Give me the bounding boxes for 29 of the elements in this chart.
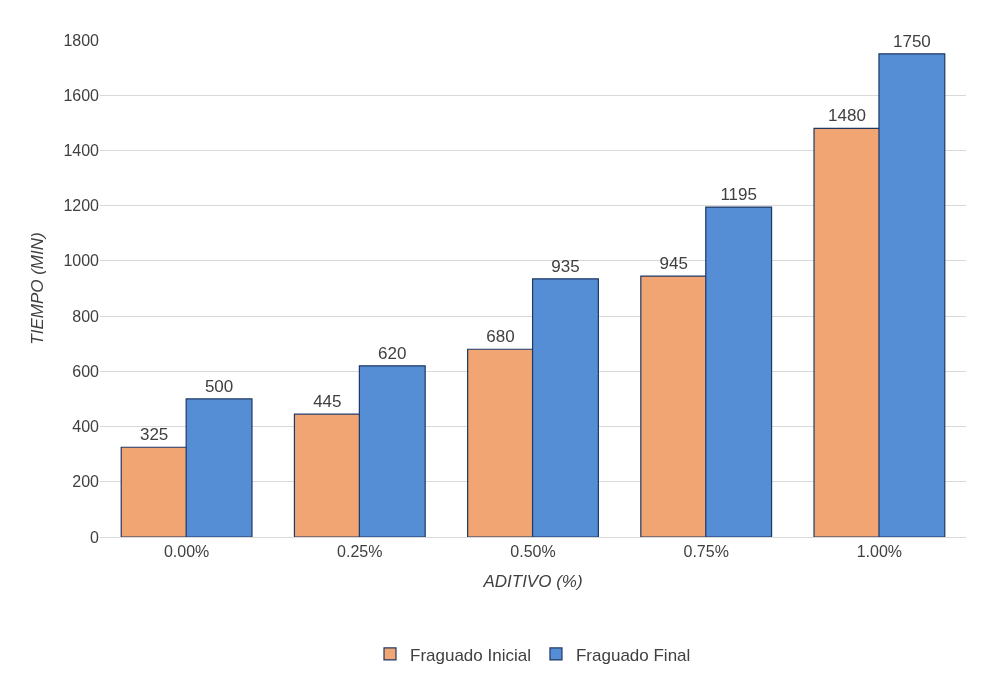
y-tick-label: 1600 [63,86,100,104]
data-label: 445 [313,392,342,412]
data-label: 1195 [720,185,757,205]
y-tick-label: 800 [72,307,100,325]
legend-label: Fraguado Final [575,645,691,665]
x-tick-label: 0.50% [510,543,556,561]
data-label: 1750 [892,31,931,51]
data-label: 945 [659,254,688,274]
y-tick-label: 0 [90,528,100,546]
data-label: 1480 [828,106,866,126]
data-label: 620 [378,343,407,363]
x-tick-label: 0.25% [337,543,383,561]
y-tick-label: 1000 [63,252,100,270]
x-tick-label: 0.00% [163,543,210,561]
x-tick-label: 1.00% [856,543,903,561]
y-axis-title: TIEMPO (MIN) [27,232,47,345]
y-tick-label: 1200 [63,197,100,215]
y-tick-label: 400 [72,418,100,436]
x-axis-title: ADITIVO (%) [482,571,583,591]
y-tick-label: 1800 [63,31,100,49]
data-label: 935 [551,256,580,276]
y-tick-label: 1400 [63,142,100,160]
data-label: 500 [204,376,234,396]
x-tick-label: 0.75% [683,543,729,561]
data-label: 680 [486,327,515,347]
y-tick-label: 200 [72,473,100,491]
legend-label: Fraguado Inicial [410,645,531,665]
data-label: 325 [139,425,169,445]
y-tick-label: 600 [72,362,100,380]
